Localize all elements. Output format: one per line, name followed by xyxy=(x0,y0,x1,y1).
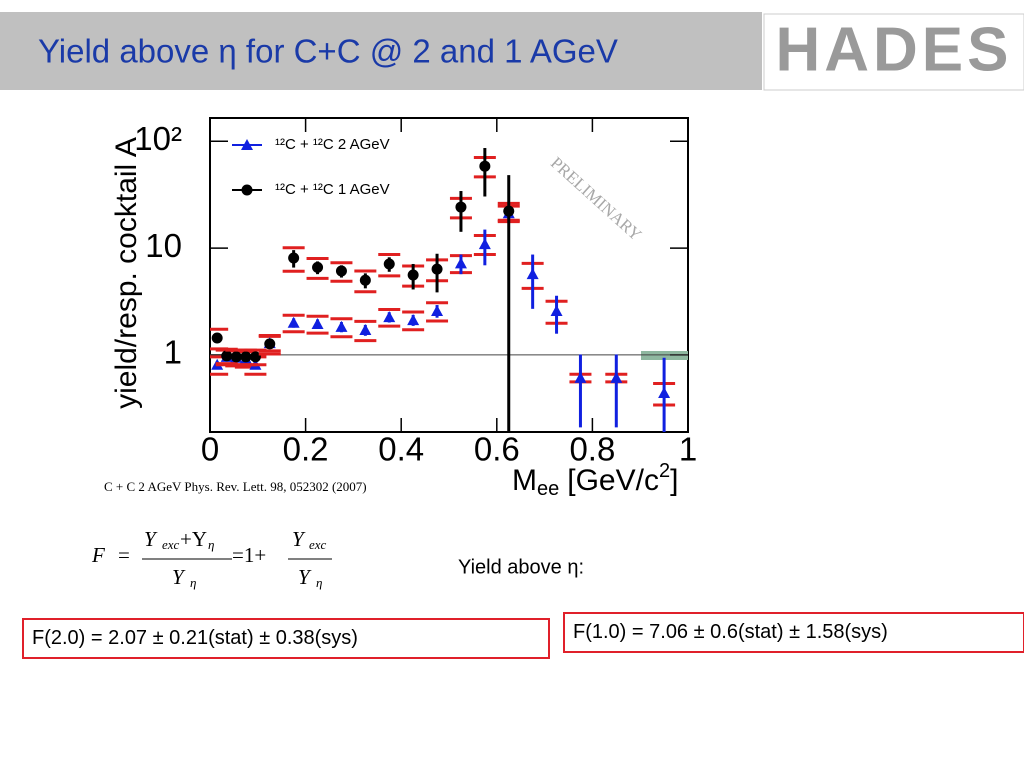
logo-box xyxy=(763,13,1024,91)
data-point xyxy=(658,387,671,399)
x-tick-label: 0.8 xyxy=(569,431,615,468)
formula-part: Y xyxy=(172,565,186,589)
data-point xyxy=(526,268,539,280)
y-axis-label: yield/resp. cocktail A xyxy=(110,137,143,409)
data-point xyxy=(407,269,419,281)
data-point xyxy=(211,332,223,344)
sys-error xyxy=(354,319,377,343)
data-point xyxy=(455,201,467,213)
formula-part: Y xyxy=(292,527,306,551)
plot-frame xyxy=(209,117,689,433)
formula-part: F xyxy=(91,543,105,567)
formula-part: Y xyxy=(144,527,158,551)
data-point xyxy=(221,350,233,362)
data-point xyxy=(383,311,396,323)
slide-title: Yield above η for C+C @ 2 and 1 AGeV xyxy=(38,33,618,70)
formula-part: η xyxy=(316,575,322,590)
x-label-unit: [GeV/c xyxy=(567,464,659,497)
data-point xyxy=(359,274,371,286)
data-point xyxy=(264,338,276,350)
legend-marker xyxy=(241,184,253,196)
data-point xyxy=(312,261,324,273)
result-box: F(2.0) = 2.07 ± 0.21(stat) ± 0.38(sys) xyxy=(22,618,550,659)
data-point xyxy=(431,263,443,275)
data-point xyxy=(311,317,324,329)
data-point xyxy=(249,351,261,363)
formula-part: Y xyxy=(298,565,312,589)
data-point xyxy=(454,257,467,269)
legend-marker xyxy=(241,139,253,150)
data-point xyxy=(431,304,444,316)
formula-part: =1+ xyxy=(232,543,266,567)
x-tick-label: 0.4 xyxy=(378,431,424,468)
data-point xyxy=(478,238,491,250)
sys-error xyxy=(354,269,377,294)
legend-label: ¹²C + ¹²C 2 AGeV xyxy=(275,136,390,153)
result-box: F(1.0) = 7.06 ± 0.6(stat) ± 1.58(sys) xyxy=(563,612,1024,653)
sys-error xyxy=(330,261,353,283)
sys-error xyxy=(282,313,305,334)
plot-data xyxy=(210,148,676,432)
sys-error xyxy=(378,253,401,278)
data-point xyxy=(407,314,420,326)
formula-part: = xyxy=(118,543,130,567)
x-label-close: ] xyxy=(670,464,678,497)
x-label-sub: ee xyxy=(537,478,559,500)
data-point xyxy=(240,351,252,363)
formula-part: exc xyxy=(162,537,180,552)
formula-part: η xyxy=(208,537,214,552)
data-point xyxy=(335,320,348,332)
sys-error xyxy=(426,301,449,323)
x-axis-label: Mee [GeV/c2] xyxy=(512,460,678,500)
sys-error xyxy=(244,348,267,367)
sys-error xyxy=(306,314,329,335)
sys-error xyxy=(282,246,305,273)
data-point xyxy=(359,324,372,336)
data-point xyxy=(503,205,515,217)
formula-part: η xyxy=(190,575,196,590)
x-tick-label: 0.6 xyxy=(474,431,520,468)
y-tick-label: 1 xyxy=(164,334,182,371)
data-point xyxy=(383,258,395,270)
x-tick-label: 0.2 xyxy=(283,431,329,468)
data-point xyxy=(335,265,347,277)
yield-label: Yield above η: xyxy=(458,556,584,578)
sys-error xyxy=(330,317,353,339)
data-point xyxy=(287,316,300,328)
y-tick-label: 10 xyxy=(145,227,182,264)
data-point xyxy=(288,252,300,264)
y-tick-label: 10² xyxy=(134,120,182,157)
x-tick-label: 1 xyxy=(679,431,697,468)
sys-error xyxy=(306,256,329,280)
formula-part: exc xyxy=(309,537,327,552)
data-point xyxy=(550,304,563,316)
data-point xyxy=(574,371,587,383)
x-label-sup: 2 xyxy=(659,460,670,482)
data-point xyxy=(610,371,623,383)
sys-error xyxy=(258,334,281,356)
x-tick-label: 0 xyxy=(201,431,219,468)
legend-label: ¹²C + ¹²C 1 AGeV xyxy=(275,181,390,198)
x-label-main: M xyxy=(512,464,537,497)
sys-error xyxy=(402,310,425,332)
formula-part: +Y xyxy=(180,527,207,551)
logo: HADES xyxy=(775,15,1012,84)
sys-error xyxy=(378,308,401,328)
data-point xyxy=(479,160,491,172)
citation: C + C 2 AGeV Phys. Rev. Lett. 98, 052302… xyxy=(104,479,367,494)
norm-band xyxy=(641,351,688,360)
title-bar xyxy=(0,12,762,90)
data-point xyxy=(230,351,242,363)
